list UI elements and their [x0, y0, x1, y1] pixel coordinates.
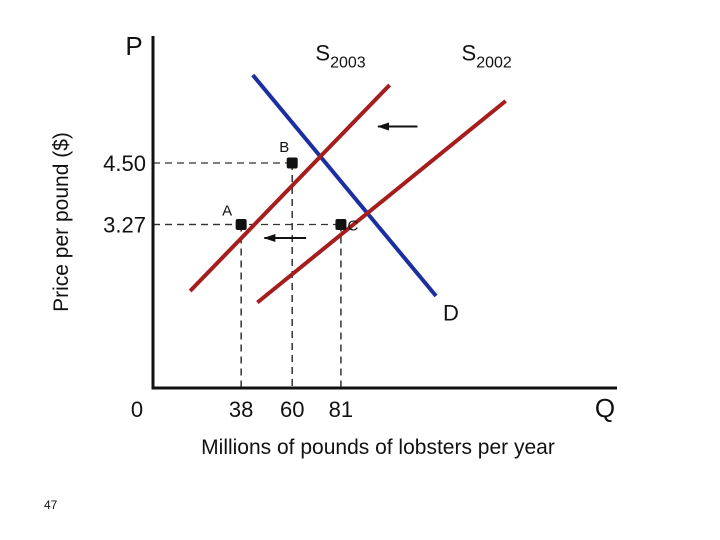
point-label-c: C: [347, 218, 358, 235]
slide-number: 47: [44, 498, 58, 512]
curve-s2002: [256, 99, 507, 305]
y-axis-letter: P: [125, 31, 142, 61]
x-axis-title: Millions of pounds of lobsters per year: [201, 436, 555, 459]
point-a: [235, 219, 247, 230]
x-tick-label-38: 38: [229, 397, 253, 422]
y-axis-title: Price per pound ($): [50, 132, 73, 312]
curve-s2003: [188, 83, 392, 293]
curve-label-s2003: S2003: [315, 41, 365, 72]
y-tick-label-1: 4.50: [103, 151, 146, 176]
point-b: [286, 157, 298, 169]
point-label-a: A: [222, 203, 232, 220]
curve-d: [251, 73, 438, 298]
point-label-b: B: [279, 139, 289, 156]
y-tick-label-0: 3.27: [103, 213, 146, 238]
curve-label-d: D: [443, 301, 459, 326]
origin-label: 0: [131, 397, 143, 422]
point-c: [335, 219, 347, 230]
curve-label-s2002: S2002: [462, 41, 512, 72]
x-tick-label-60: 60: [280, 397, 304, 422]
x-axis-letter: Q: [595, 393, 615, 423]
x-tick-label-81: 81: [329, 397, 353, 422]
